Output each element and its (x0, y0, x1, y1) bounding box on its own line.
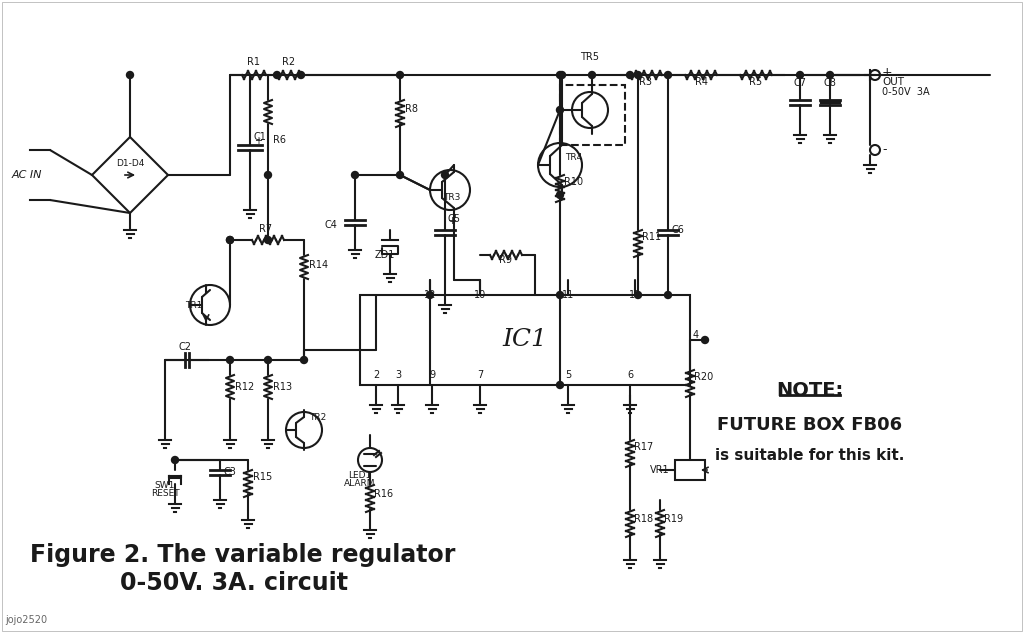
Text: LED1: LED1 (348, 471, 372, 480)
Circle shape (300, 356, 307, 363)
Text: C5: C5 (449, 214, 461, 224)
Circle shape (396, 172, 403, 179)
Text: R12: R12 (234, 382, 254, 392)
Circle shape (627, 72, 634, 78)
Text: OUT: OUT (882, 77, 904, 87)
Circle shape (556, 72, 563, 78)
Text: is suitable for this kit.: is suitable for this kit. (716, 448, 904, 463)
Circle shape (298, 72, 304, 78)
Text: R19: R19 (664, 514, 683, 524)
Circle shape (635, 72, 641, 78)
Text: 2: 2 (373, 370, 379, 380)
Circle shape (556, 382, 563, 389)
Text: R6: R6 (273, 135, 286, 145)
Text: R20: R20 (694, 372, 714, 382)
Text: R4: R4 (694, 77, 708, 87)
Bar (360, 295, 690, 385)
Text: C6: C6 (671, 225, 684, 235)
Text: 0-50V  3A: 0-50V 3A (882, 87, 930, 97)
Text: TR5: TR5 (581, 52, 599, 62)
Text: D1-D4: D1-D4 (116, 158, 144, 168)
Circle shape (558, 72, 565, 78)
Text: C4: C4 (325, 220, 337, 230)
Text: Figure 2. The variable regulator: Figure 2. The variable regulator (30, 543, 456, 567)
Circle shape (556, 292, 563, 299)
Text: R16: R16 (374, 489, 393, 499)
Text: IC1: IC1 (503, 329, 548, 351)
Circle shape (826, 72, 834, 78)
Bar (675, 460, 705, 480)
Text: VR1: VR1 (650, 465, 670, 475)
Text: C8: C8 (823, 78, 837, 88)
Text: R2: R2 (283, 57, 296, 67)
Text: R5: R5 (750, 77, 763, 87)
Circle shape (589, 72, 596, 78)
Text: R14: R14 (309, 260, 328, 270)
Text: AC IN: AC IN (12, 170, 43, 180)
Text: R9: R9 (499, 255, 512, 265)
Text: SW1: SW1 (155, 481, 175, 490)
Circle shape (396, 72, 403, 78)
Text: R11: R11 (642, 232, 662, 242)
Circle shape (351, 172, 358, 179)
Text: jojo2520: jojo2520 (5, 615, 47, 625)
Circle shape (441, 172, 449, 179)
Text: ZD1: ZD1 (375, 250, 395, 260)
Text: TR4: TR4 (565, 153, 583, 162)
Text: R8: R8 (406, 104, 418, 114)
Circle shape (665, 72, 672, 78)
Text: R18: R18 (634, 514, 653, 524)
Circle shape (556, 192, 563, 199)
Circle shape (701, 337, 709, 344)
Bar (560, 85, 625, 145)
Text: C2: C2 (178, 342, 191, 352)
Text: 5: 5 (565, 370, 571, 380)
Circle shape (427, 292, 433, 299)
Text: R13: R13 (273, 382, 292, 392)
Text: C1: C1 (254, 132, 267, 142)
Text: R10: R10 (564, 177, 583, 187)
Text: +: + (254, 136, 262, 146)
Text: 9: 9 (429, 370, 435, 380)
Text: FUTURE BOX FB06: FUTURE BOX FB06 (718, 416, 902, 434)
Text: 7: 7 (477, 370, 483, 380)
Circle shape (264, 237, 271, 244)
Circle shape (665, 292, 672, 299)
Text: NOTE:: NOTE: (776, 380, 844, 399)
Circle shape (226, 237, 233, 244)
Circle shape (127, 72, 133, 78)
Text: TR2: TR2 (309, 413, 327, 422)
Text: 13: 13 (629, 290, 641, 300)
Circle shape (226, 356, 233, 363)
Text: +: + (882, 65, 893, 78)
Text: R7: R7 (259, 224, 272, 234)
Text: R17: R17 (634, 442, 653, 452)
Text: ALARM: ALARM (344, 479, 376, 488)
Text: 4: 4 (693, 330, 699, 340)
Text: TR3: TR3 (443, 193, 461, 202)
Text: R3: R3 (640, 77, 652, 87)
Text: R15: R15 (253, 472, 272, 482)
Text: C7: C7 (794, 78, 807, 88)
Text: +: + (449, 216, 458, 226)
Text: -: - (882, 144, 887, 156)
Circle shape (171, 456, 178, 463)
Circle shape (264, 356, 271, 363)
Text: 10: 10 (474, 290, 486, 300)
Text: C3: C3 (223, 467, 236, 477)
Text: 3: 3 (395, 370, 401, 380)
Circle shape (635, 292, 641, 299)
Circle shape (797, 72, 804, 78)
Circle shape (226, 237, 233, 244)
Circle shape (556, 106, 563, 113)
Text: 12: 12 (424, 290, 436, 300)
Circle shape (264, 172, 271, 179)
Text: TR1: TR1 (184, 301, 202, 310)
Text: RESET: RESET (151, 489, 179, 498)
Text: R1: R1 (248, 57, 260, 67)
Text: 11: 11 (562, 290, 574, 300)
Text: 0-50V. 3A. circuit: 0-50V. 3A. circuit (120, 571, 348, 595)
Circle shape (273, 72, 281, 78)
Text: 6: 6 (627, 370, 633, 380)
